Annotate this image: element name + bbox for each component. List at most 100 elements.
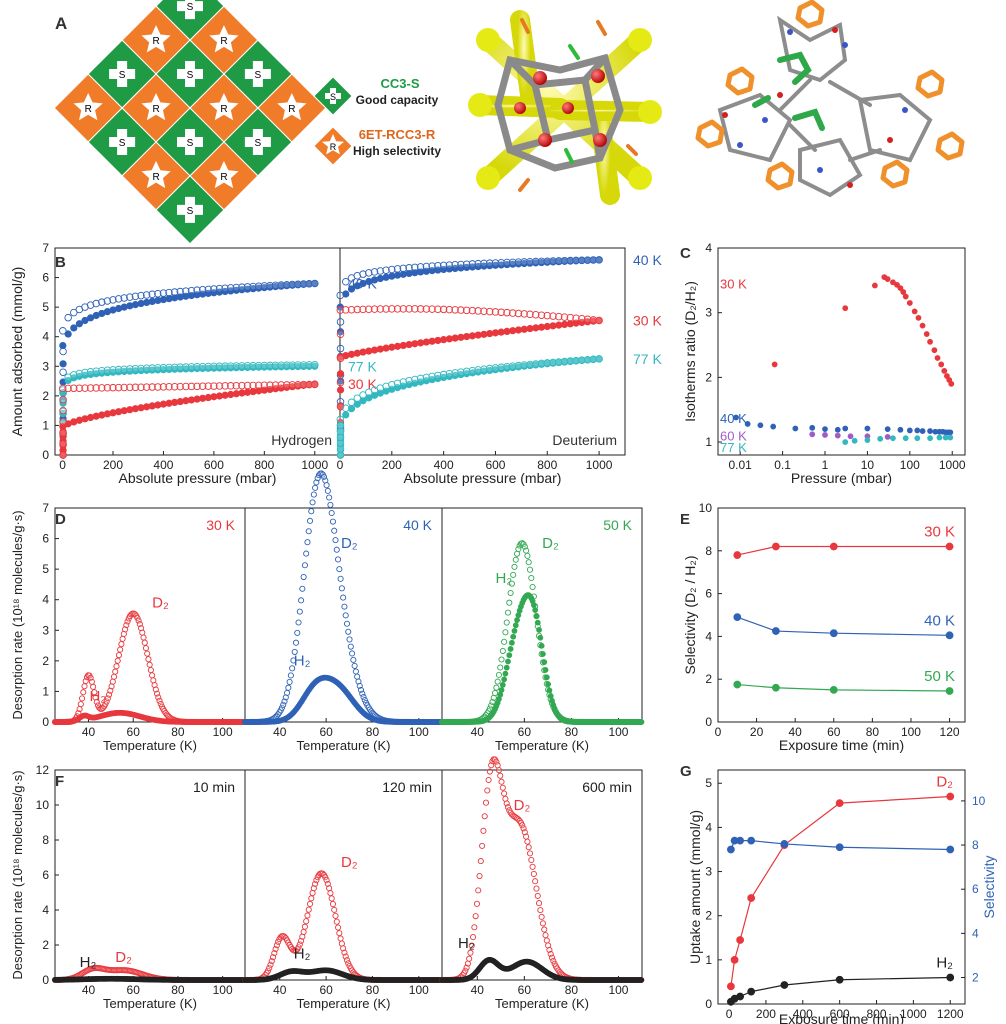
- data-point: [549, 257, 557, 265]
- data-point: [733, 551, 742, 559]
- data-point: [360, 694, 367, 701]
- data-point: [305, 528, 312, 535]
- series-77-k-des: [59, 361, 319, 459]
- cross-icon: [177, 61, 203, 88]
- data-point: [927, 338, 933, 345]
- series-label-h2: H₂: [89, 688, 106, 705]
- tile-s-symbol: S: [244, 61, 271, 88]
- data-point: [304, 539, 311, 546]
- data-point: [537, 907, 544, 914]
- tile-s-label: S: [187, 206, 194, 217]
- star-icon: [141, 160, 171, 189]
- data-point: [304, 912, 311, 919]
- data-point: [520, 361, 528, 369]
- data-point: [338, 585, 345, 592]
- data-point: [159, 289, 168, 297]
- data-point: [221, 382, 229, 390]
- data-point: [508, 309, 517, 317]
- series-label-h2: H₂: [294, 653, 311, 670]
- cross-icon: [109, 61, 136, 88]
- data-point: [308, 508, 315, 515]
- data-point: [503, 362, 511, 371]
- data-point: [842, 425, 849, 432]
- data-point: [525, 559, 532, 566]
- data-point: [59, 341, 67, 350]
- data-point: [589, 256, 598, 264]
- data-point: [98, 384, 106, 392]
- data-point: [350, 656, 357, 663]
- data-point: [277, 281, 285, 289]
- data-point: [232, 381, 241, 390]
- data-point: [310, 491, 317, 498]
- y-tick-label: 3: [42, 359, 49, 373]
- data-point: [75, 384, 84, 392]
- data-point: [508, 580, 515, 587]
- data-point: [532, 607, 539, 613]
- data-point: [284, 689, 291, 696]
- data-point: [485, 259, 494, 267]
- data-point: [501, 676, 508, 683]
- data-point: [137, 383, 145, 391]
- data-point: [480, 259, 488, 268]
- data-point: [142, 291, 151, 299]
- plot-frame: [441, 507, 643, 723]
- data-point: [336, 451, 345, 459]
- data-point: [434, 371, 442, 380]
- data-point: [370, 305, 379, 313]
- data-point: [59, 368, 67, 376]
- data-point: [382, 382, 390, 391]
- x-axis-label: Temperature (K): [103, 738, 197, 753]
- data-point: [311, 361, 319, 369]
- data-point: [525, 844, 532, 851]
- data-point: [98, 366, 106, 375]
- subplot-hydrogen: 0 200 400 600 800 1000 Absolute pressure (mbar…: [54, 247, 377, 486]
- subplot-title: 50 K: [603, 517, 632, 533]
- data-point: [86, 368, 95, 376]
- data-point: [226, 284, 235, 292]
- data-point: [497, 691, 504, 698]
- x-tick-label: 800: [537, 458, 557, 472]
- data-point: [204, 382, 213, 390]
- series-label-d2: D₂: [115, 949, 132, 966]
- data-point: [514, 309, 523, 318]
- data-point: [120, 383, 128, 392]
- channel-ends: [468, 28, 662, 190]
- data-point: [890, 279, 896, 286]
- data-point: [336, 378, 345, 387]
- panel-g: G0 200 400 600 800 1000 1200012345246810Exposu…: [680, 763, 997, 1024]
- data-point: [499, 647, 506, 654]
- data-point: [780, 981, 789, 989]
- series-label: 30 K: [633, 312, 662, 328]
- series-label: 40 K: [720, 411, 747, 426]
- data-point: [347, 398, 356, 407]
- data-point: [340, 594, 347, 601]
- x-tick-label: 200: [382, 458, 402, 472]
- y2-axis-label: Selectivity: [981, 855, 997, 918]
- panel-letter: D: [55, 511, 66, 528]
- data-point: [113, 663, 120, 670]
- data-point: [187, 363, 196, 371]
- x-tick-label: 60: [127, 725, 141, 739]
- data-point: [583, 355, 592, 364]
- data-point: [526, 360, 534, 369]
- data-point: [64, 330, 72, 338]
- data-point: [59, 360, 67, 368]
- data-point: [376, 305, 385, 313]
- y-tick-label: 3: [705, 306, 712, 320]
- data-point: [328, 895, 335, 902]
- data-point: [326, 885, 333, 892]
- data-point: [342, 290, 350, 298]
- data-point: [416, 374, 425, 383]
- y-tick-label: 6: [705, 587, 712, 601]
- data-point: [549, 358, 557, 367]
- data-point: [176, 382, 185, 391]
- x-axis-label: Temperature (K): [297, 738, 391, 753]
- data-point: [260, 282, 269, 290]
- data-point: [583, 315, 592, 324]
- data-point: [193, 286, 201, 294]
- data-point: [365, 269, 373, 277]
- x-tick-label: 1000: [586, 458, 613, 472]
- data-point: [254, 361, 263, 370]
- data-point: [474, 307, 482, 315]
- data-point: [332, 537, 339, 544]
